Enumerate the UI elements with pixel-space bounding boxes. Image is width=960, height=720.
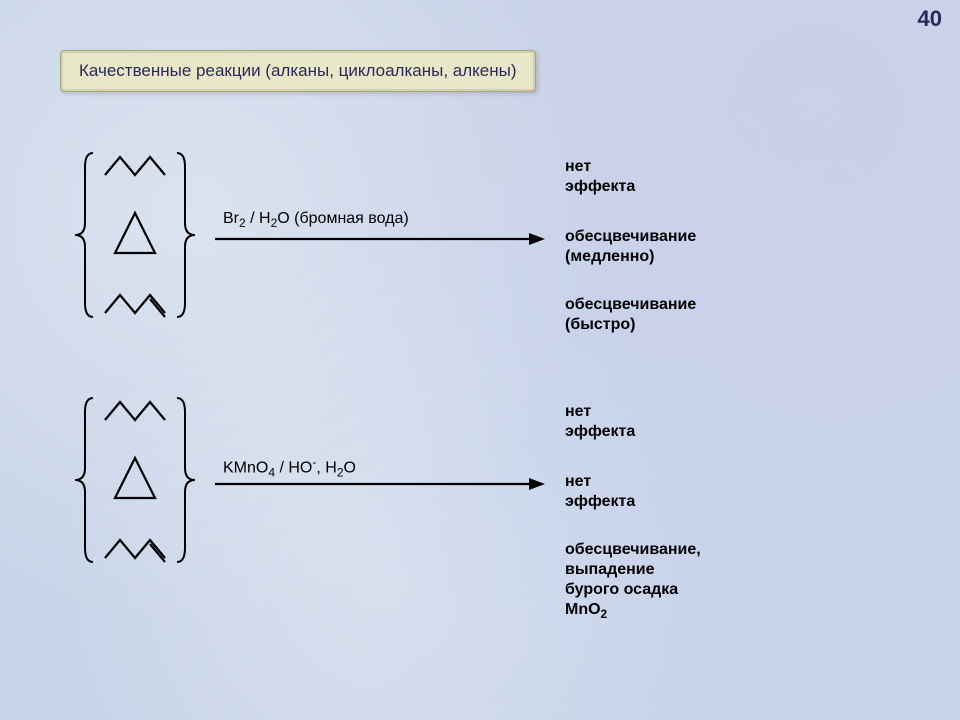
substrate-group-1 xyxy=(65,135,205,335)
result-1-alkane: нет эффекта xyxy=(565,157,635,197)
reaction-arrow-2 xyxy=(215,476,545,492)
result-1-alkene: обесцвечивание (быстро) xyxy=(565,295,696,335)
slide-title: Качественные реакции (алканы, циклоалкан… xyxy=(60,50,536,92)
substrate-group-2 xyxy=(65,380,205,580)
result-2-alkene: обесцвечивание,выпадение бурого осадка M… xyxy=(565,540,701,622)
result-2-cyclopropane: нет эффекта xyxy=(565,472,635,512)
substrate-diagram-2 xyxy=(65,380,205,580)
result-2-alkane: нет эффекта xyxy=(565,402,635,442)
page-number: 40 xyxy=(918,6,942,32)
reaction-arrow-1 xyxy=(215,231,545,247)
result-1-cyclopropane: обесцвечивание (медленно) xyxy=(565,227,696,267)
background xyxy=(0,0,960,720)
reagent-label-1: Br2 / H2O (бромная вода) xyxy=(223,210,409,230)
reaction-block-1: Br2 / H2O (бромная вода) нет эффекта обе… xyxy=(65,135,895,335)
substrate-diagram-1 xyxy=(65,135,205,335)
reaction-block-2: KMnO4 / HO-, H2O нет эффекта нет эффекта… xyxy=(65,380,895,580)
